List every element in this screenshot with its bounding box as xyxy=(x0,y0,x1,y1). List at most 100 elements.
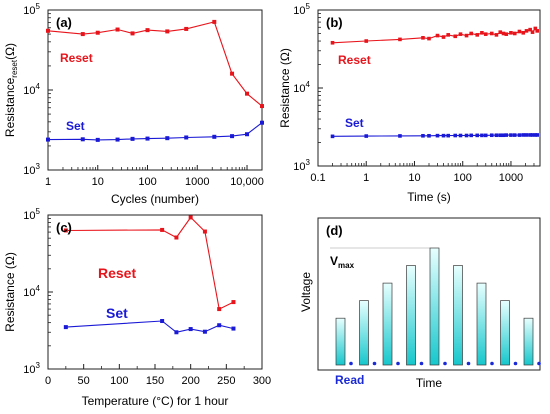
panel-b-label: (b) xyxy=(326,15,343,30)
reset-point xyxy=(245,91,250,96)
set-point xyxy=(521,133,526,137)
reset-point xyxy=(517,29,522,34)
reset-point xyxy=(469,31,474,36)
set-point xyxy=(364,134,369,138)
reset-point xyxy=(230,71,235,76)
reset-point xyxy=(398,37,402,42)
reset-point xyxy=(498,30,503,34)
set-point xyxy=(202,329,207,334)
set-point xyxy=(165,136,170,141)
set-point xyxy=(63,325,68,330)
reset-point xyxy=(480,31,484,35)
set-point xyxy=(512,133,517,137)
set-point xyxy=(212,134,217,139)
xtick-label-5: 250 xyxy=(217,375,235,387)
reset-point xyxy=(533,26,538,31)
set-point xyxy=(464,133,469,138)
panel-c-marks xyxy=(63,215,236,335)
set-point xyxy=(453,133,458,138)
panel-c-label: (c) xyxy=(56,220,72,235)
ytick-exp: 4 xyxy=(36,284,41,293)
reset-point xyxy=(512,31,517,36)
ytick-label-1: 104 xyxy=(23,284,40,299)
set-series-line xyxy=(47,122,263,141)
reset-point xyxy=(95,30,100,35)
reset-point xyxy=(530,30,535,34)
pulse-bar xyxy=(500,300,510,366)
set-point xyxy=(533,133,538,137)
set-point xyxy=(441,133,446,138)
set-point xyxy=(524,133,529,137)
set-point xyxy=(535,133,540,137)
ytick-base: 10 xyxy=(293,83,305,95)
ytick-base: 10 xyxy=(23,5,35,17)
xtick-label-4: 1000 xyxy=(499,172,523,184)
read-dot xyxy=(396,361,400,366)
reset-point xyxy=(364,39,369,43)
panel-b-set-label: Set xyxy=(345,116,364,130)
ytick-exp: 5 xyxy=(36,2,41,11)
xtick-label-0: 0 xyxy=(45,375,51,387)
reset-point xyxy=(130,31,135,36)
reset-point xyxy=(464,33,469,38)
vmax-main: V xyxy=(330,254,338,268)
set-point xyxy=(398,134,402,138)
set-point xyxy=(501,133,506,138)
panel-c-ylabel: Resistance (Ω) xyxy=(3,252,17,332)
ytick-exp: 4 xyxy=(306,80,311,89)
pulse-bar xyxy=(453,265,463,366)
read-dot xyxy=(490,361,494,366)
reset-point xyxy=(231,300,236,305)
ytick-label-0: 103 xyxy=(23,361,40,376)
set-point xyxy=(504,133,509,137)
xtick-label-1: 10 xyxy=(92,176,104,188)
reset-point xyxy=(145,28,150,33)
reset-point xyxy=(115,27,120,32)
set-point xyxy=(260,120,264,125)
set-point xyxy=(489,133,494,138)
panel-a-set-label: Set xyxy=(66,119,85,133)
reset-point xyxy=(441,35,446,39)
reset-point xyxy=(524,29,529,33)
reset-point xyxy=(458,32,463,36)
ytick-base: 10 xyxy=(23,210,35,222)
set-point xyxy=(494,133,499,138)
ytick-exp: 3 xyxy=(36,361,41,370)
xtick-label-6: 300 xyxy=(253,375,271,387)
reset-point xyxy=(46,28,50,33)
set-point xyxy=(184,135,189,140)
panel-b-marks xyxy=(330,26,540,139)
panel-d-read-label: Read xyxy=(335,373,364,387)
reset-point xyxy=(535,29,540,33)
read-dot xyxy=(513,361,518,366)
panel-a-ylabel-sub: reset xyxy=(10,59,19,78)
reset-point xyxy=(521,31,526,35)
reset-series-line xyxy=(47,21,263,107)
set-point xyxy=(446,133,450,138)
ytick-base: 10 xyxy=(23,85,35,97)
reset-point xyxy=(427,36,431,41)
xtick-label-1: 50 xyxy=(78,375,90,387)
set-point xyxy=(483,133,488,138)
reset-point xyxy=(217,307,222,312)
panel-c-frame xyxy=(47,214,263,370)
panel-a-label: (a) xyxy=(56,15,72,30)
ytick-label-2: 105 xyxy=(23,207,40,222)
read-dot xyxy=(349,361,353,366)
set-point xyxy=(498,133,503,138)
ytick-label-2: 105 xyxy=(293,2,310,17)
reset-point xyxy=(165,29,170,34)
panel-d-label: (d) xyxy=(326,223,343,238)
panel-a-xlabel: Cycles (number) xyxy=(111,192,199,206)
vmax-sub: max xyxy=(338,261,355,270)
ytick-label-1: 104 xyxy=(23,82,40,97)
xtick-label-3: 100 xyxy=(454,172,472,184)
reset-point xyxy=(174,235,179,240)
panel-d-marks xyxy=(330,247,541,366)
set-point xyxy=(480,133,484,138)
ytick-exp: 4 xyxy=(36,82,41,91)
xtick-label-1: 1 xyxy=(363,172,369,184)
set-point xyxy=(435,133,440,138)
